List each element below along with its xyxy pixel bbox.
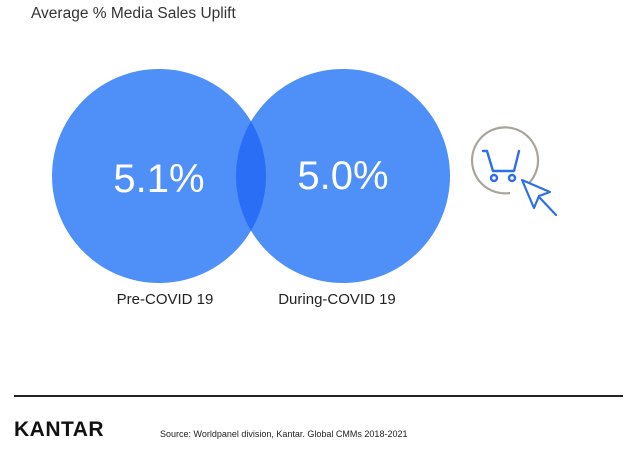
venn-circle-pre-covid <box>52 69 266 283</box>
icon-ring <box>470 126 540 195</box>
label-pre-covid: Pre-COVID 19 <box>116 291 214 308</box>
shopping-cart-click-icon <box>470 126 558 217</box>
value-during-covid: 5.0% <box>297 154 388 198</box>
label-during-covid: During-COVID 19 <box>278 291 396 308</box>
value-pre-covid: 5.1% <box>113 157 204 201</box>
chart-title: Average % Media Sales Uplift <box>31 5 236 22</box>
venn-diagram: 5.1% 5.0% <box>52 69 558 283</box>
venn-circle-during-covid <box>236 69 450 283</box>
source-note: Source: Worldpanel division, Kantar. Glo… <box>160 429 408 439</box>
kantar-logo: KANTAR <box>14 418 105 441</box>
footer-divider <box>14 395 623 397</box>
cart-icon <box>481 149 521 183</box>
cursor-arrow-icon <box>520 178 558 217</box>
